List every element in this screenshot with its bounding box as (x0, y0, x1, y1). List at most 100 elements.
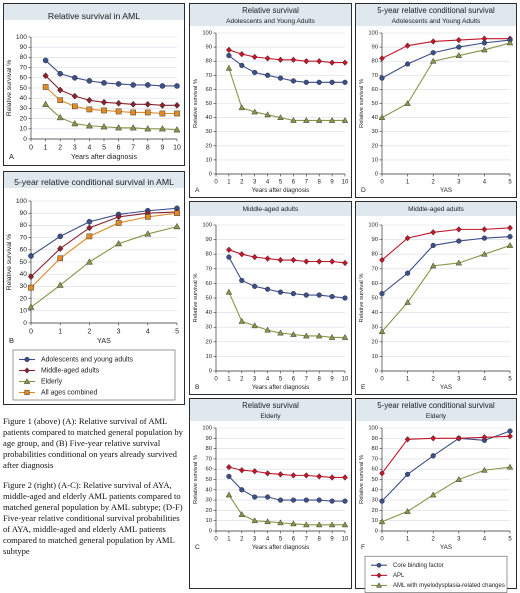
x-tick-label: 1 (227, 377, 231, 383)
x-tick-label: 5 (279, 537, 283, 543)
y-tick-label: 20 (20, 295, 28, 302)
data-point (239, 487, 245, 493)
title-band (356, 4, 516, 26)
data-point (144, 109, 151, 116)
x-axis-label: YAS (440, 384, 452, 391)
data-point (328, 117, 336, 123)
series-line (381, 435, 511, 474)
y-tick-label: 10 (372, 157, 378, 163)
data-point (481, 40, 487, 46)
data-point (315, 117, 323, 123)
y-tick-label: 40 (206, 115, 212, 121)
panel-letter: E (361, 384, 366, 391)
data-point (251, 517, 258, 524)
x-tick-label: 6 (292, 537, 296, 543)
data-point (129, 124, 137, 131)
y-tick-label: 20 (372, 508, 378, 514)
y-axis-label: Relative survival % (193, 274, 199, 323)
y-tick-label: 100 (16, 34, 27, 41)
y-tick-label: 30 (20, 283, 28, 290)
data-point (57, 70, 64, 77)
data-point (379, 256, 385, 264)
data-point (341, 117, 349, 123)
legend-box (12, 349, 176, 401)
x-tick-label: 8 (318, 180, 322, 186)
data-point (238, 50, 245, 58)
data-point (277, 329, 284, 336)
y-tick-label: 30 (206, 325, 212, 331)
data-point (115, 81, 122, 87)
data-point (158, 125, 166, 132)
legend-label: All ages combined (41, 389, 97, 396)
data-point (506, 463, 514, 470)
x-tick-label: 1 (227, 537, 231, 543)
series-1 (226, 52, 348, 85)
x-tick-label: 7 (131, 145, 135, 152)
series-2 (225, 491, 349, 528)
data-point (404, 298, 411, 305)
series-0 (225, 46, 348, 66)
series-2 (378, 463, 514, 525)
data-point (264, 255, 271, 262)
x-axis-label: YAS (440, 187, 452, 194)
y-axis-label: Relative survival % (359, 274, 365, 323)
data-point (238, 251, 245, 258)
x-tick-label: 3 (253, 537, 257, 543)
x-tick-label: 2 (432, 377, 436, 383)
y-tick-label: 20 (206, 508, 212, 514)
data-point (430, 242, 436, 249)
x-tick-label: 0 (29, 329, 33, 336)
y-tick-label: 60 (20, 247, 28, 254)
data-point (481, 235, 487, 241)
y-tick-label: 70 (20, 64, 28, 71)
data-point (329, 79, 335, 85)
figure-captions: Figure 1 (above) (A): Relative survival … (3, 416, 183, 566)
data-point (290, 291, 297, 297)
x-axis-label: Years after diagnosis (252, 384, 310, 391)
data-point (101, 80, 107, 86)
data-point (277, 289, 284, 295)
data-point (303, 521, 310, 528)
y-tick-label: 70 (372, 456, 378, 462)
y-tick-label: 50 (206, 101, 212, 107)
series-line (381, 430, 511, 502)
x-tick-label: 3 (253, 180, 257, 186)
data-point (277, 519, 284, 526)
figure2-caption: Figure 2 (right) (A-C): Relative surviva… (3, 480, 183, 556)
data-point (225, 463, 232, 471)
legend-marker (376, 582, 382, 588)
x-axis-label: Years after diagnosis (252, 544, 310, 551)
x-tick-label: 2 (432, 180, 436, 186)
data-point (71, 103, 78, 110)
data-point (264, 286, 271, 292)
x-tick-label: 5 (102, 145, 106, 152)
y-tick-label: 20 (206, 339, 212, 345)
y-tick-label: 20 (20, 115, 28, 122)
legend-marker (24, 389, 30, 396)
y-tick-label: 70 (372, 266, 378, 272)
data-point (57, 245, 64, 252)
data-point (404, 42, 411, 49)
y-tick-label: 40 (206, 487, 212, 493)
series-line (30, 207, 178, 257)
y-tick-label: 0 (375, 369, 378, 375)
y-tick-label: 100 (368, 223, 378, 229)
data-point (174, 110, 180, 117)
series-2 (42, 84, 180, 117)
data-point (507, 428, 513, 434)
panel-letter: C (195, 544, 200, 551)
data-point (481, 46, 488, 53)
y-axis-label: Relative survival % (193, 79, 199, 128)
legend-marker (23, 378, 31, 384)
y-tick-label: 40 (372, 115, 378, 121)
data-point (290, 472, 297, 479)
data-point (144, 214, 151, 220)
y-tick-label: 60 (206, 87, 212, 93)
data-point (173, 126, 181, 133)
data-point (251, 253, 258, 261)
series-line (30, 212, 178, 289)
data-point (56, 281, 64, 288)
figure1-caption: Figure 1 (above) (A): Relative survival … (3, 416, 183, 470)
y-axis-label: Relative survival % (193, 455, 199, 504)
data-point (86, 224, 93, 232)
